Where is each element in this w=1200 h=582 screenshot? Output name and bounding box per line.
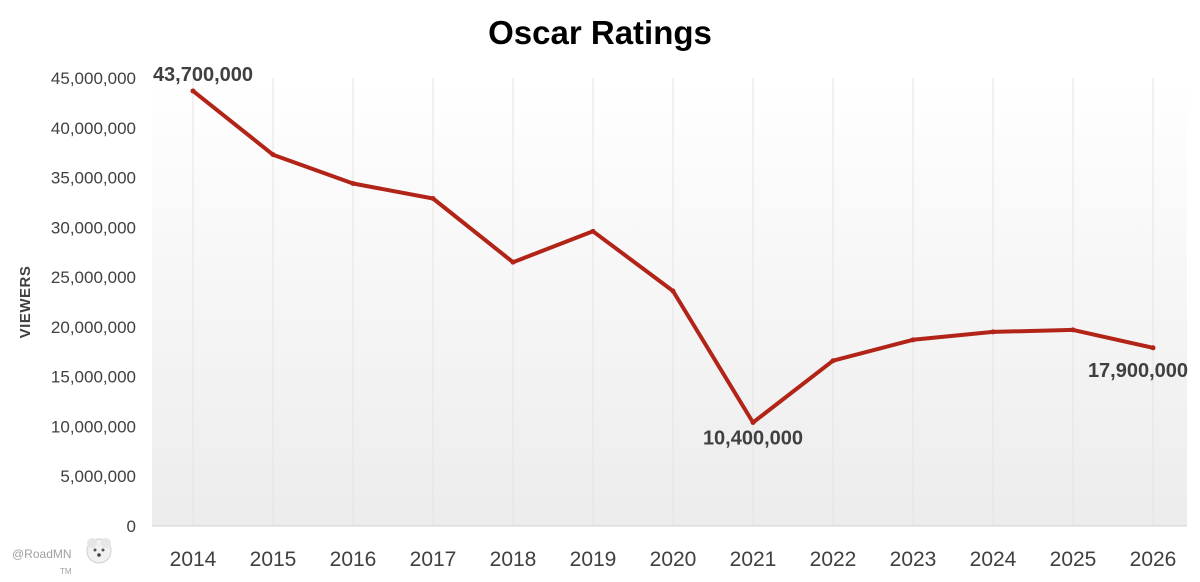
data-point-2016	[350, 181, 356, 187]
y-tick-label: 15,000,000	[51, 368, 136, 387]
y-tick-label: 5,000,000	[60, 467, 136, 486]
data-point-2021	[750, 419, 756, 425]
data-label-2026: 17,900,000	[1088, 360, 1188, 382]
data-point-2022	[830, 358, 836, 364]
plot-area	[152, 78, 1187, 526]
y-tick-label: 20,000,000	[51, 318, 136, 337]
x-tick-label-2026: 2026	[1130, 548, 1177, 571]
data-point-2014	[190, 88, 196, 94]
x-axis-ticks: 2014 2015 2016 2017 2018 2019 2020 2021 2022 2023…	[170, 548, 1177, 571]
watermark-tm: TM	[60, 567, 72, 576]
data-points	[190, 88, 1156, 425]
y-tick-label: 45,000,000	[51, 69, 136, 88]
watermark-handle: @RoadMN	[12, 547, 72, 561]
x-tick-label-2016: 2016	[330, 548, 377, 571]
y-tick-label: 40,000,000	[51, 119, 136, 138]
y-tick-label: 0	[127, 517, 136, 536]
data-point-2024	[990, 329, 996, 335]
y-tick-label: 25,000,000	[51, 268, 136, 287]
data-point-2026	[1150, 345, 1156, 351]
y-tick-label: 10,000,000	[51, 417, 136, 436]
x-tick-label-2022: 2022	[810, 548, 857, 571]
x-tick-label-2023: 2023	[890, 548, 937, 571]
data-point-2017	[430, 195, 436, 201]
y-axis-ticks: 0 5,000,000 10,000,000 15,000,000 20,000,000…	[51, 69, 136, 536]
x-tick-label-2025: 2025	[1050, 548, 1097, 571]
x-tick-label-2018: 2018	[490, 548, 537, 571]
dog-logo-icon	[86, 538, 112, 564]
data-point-2019	[590, 228, 596, 234]
data-labels: 43,700,000 10,400,000 17,900,000	[153, 64, 1188, 450]
chart-title: Oscar Ratings	[488, 14, 712, 51]
data-label-2014: 43,700,000	[153, 64, 253, 86]
data-point-2023	[910, 337, 916, 343]
data-point-2015	[270, 152, 276, 158]
x-tick-label-2020: 2020	[650, 548, 697, 571]
x-tick-label-2015: 2015	[250, 548, 297, 571]
y-axis-label: VIEWERS	[17, 266, 34, 339]
y-tick-label: 35,000,000	[51, 169, 136, 188]
y-tick-label: 30,000,000	[51, 218, 136, 237]
x-tick-label-2024: 2024	[970, 548, 1017, 571]
grid-lines	[192, 78, 1154, 526]
x-tick-label-2014: 2014	[170, 548, 217, 571]
watermark: @RoadMN TM	[12, 538, 112, 576]
data-point-2018	[510, 259, 516, 265]
data-point-2020	[670, 288, 676, 294]
x-tick-label-2017: 2017	[410, 548, 457, 571]
x-tick-label-2019: 2019	[570, 548, 617, 571]
x-tick-label-2021: 2021	[730, 548, 777, 571]
data-point-2025	[1070, 327, 1076, 333]
data-label-2021: 10,400,000	[703, 427, 803, 449]
